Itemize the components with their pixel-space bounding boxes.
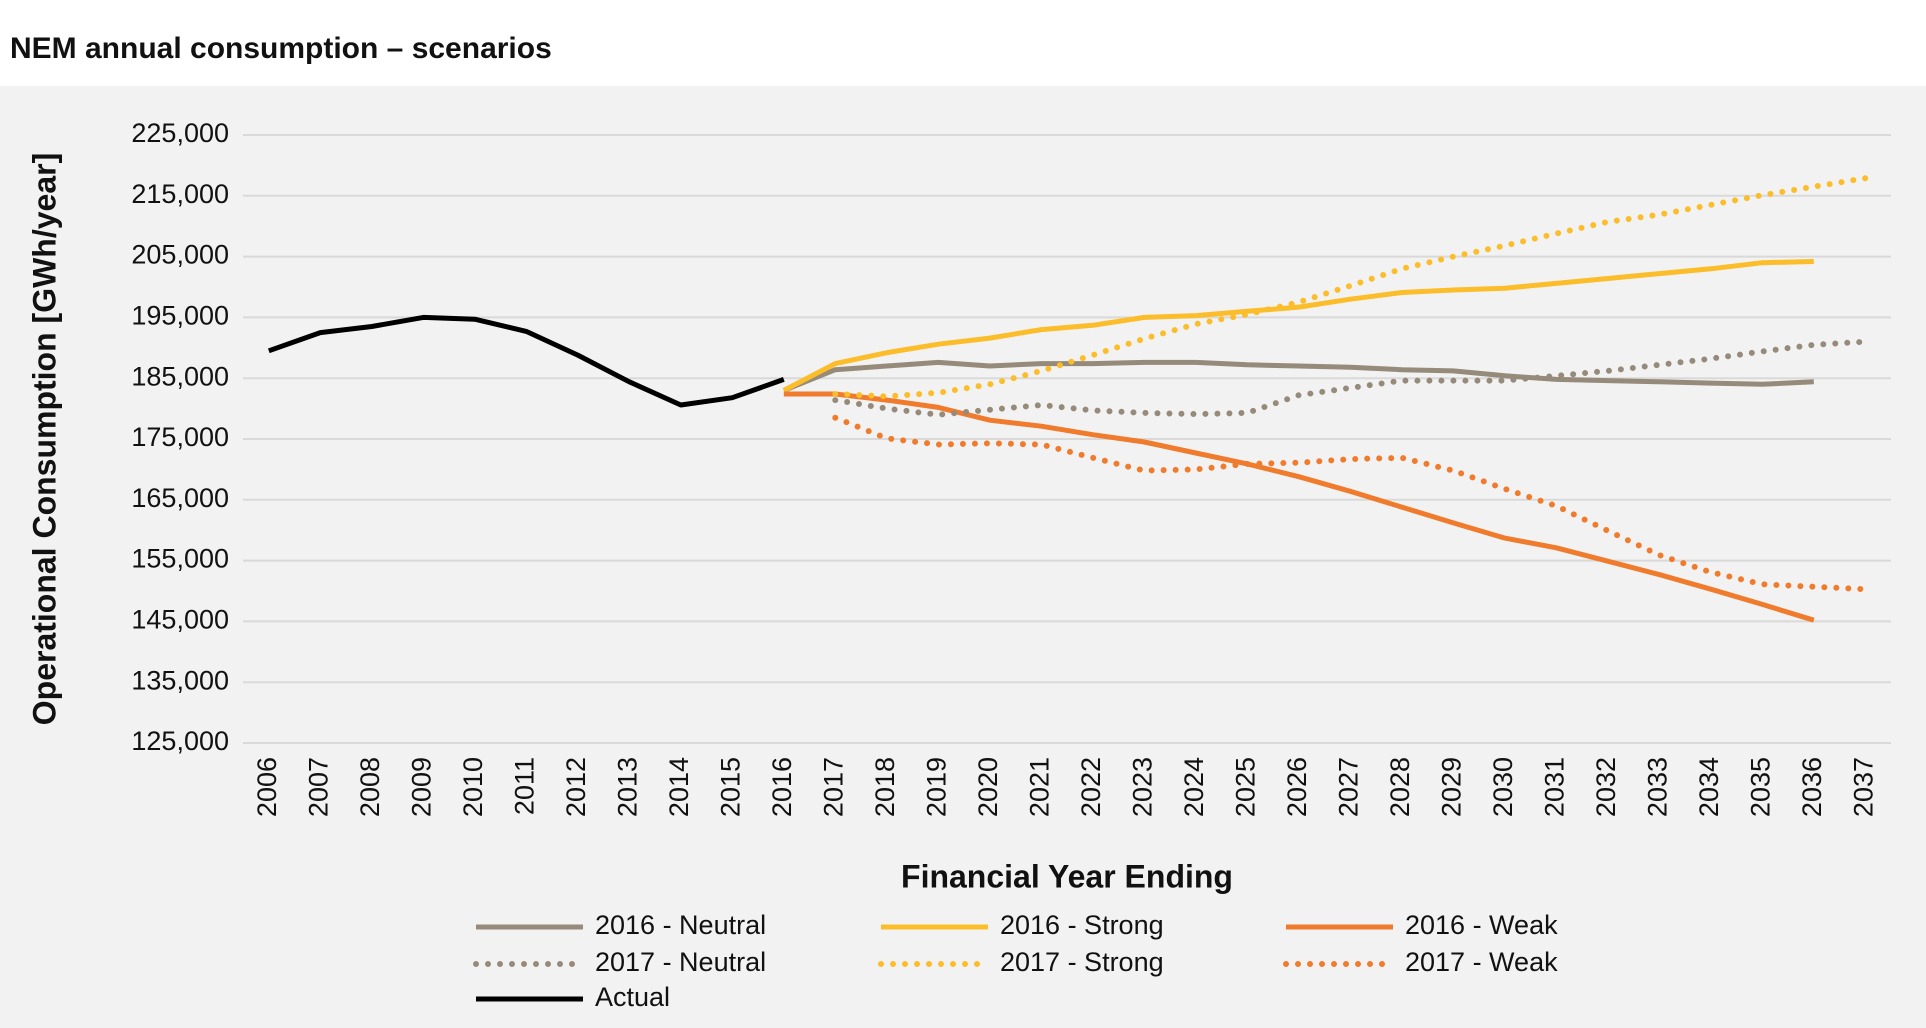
x-tick-label: 2013 — [612, 757, 642, 817]
x-tick-label: 2028 — [1385, 757, 1415, 817]
x-tick-label: 2029 — [1436, 757, 1466, 817]
legend-label: 2017 - Strong — [1000, 947, 1164, 977]
x-tick-label: 2034 — [1694, 757, 1724, 817]
y-tick-label: 205,000 — [131, 240, 229, 270]
series-line — [782, 359, 1814, 393]
chart-background — [0, 86, 1926, 1028]
x-tick-label: 2011 — [509, 757, 539, 815]
legend-label: Actual — [595, 982, 670, 1012]
series-line — [782, 259, 1814, 393]
x-tick-label: 2033 — [1642, 757, 1672, 817]
x-tick-label: 2006 — [252, 757, 282, 817]
legend-label: 2016 - Neutral — [595, 910, 766, 940]
y-tick-label: 215,000 — [131, 179, 229, 209]
series-line — [832, 338, 1869, 418]
x-tick-label: 2019 — [921, 757, 951, 817]
chart-title: NEM annual consumption – scenarios — [10, 32, 552, 65]
x-tick-label: 2021 — [1024, 757, 1054, 817]
series-line — [267, 314, 785, 408]
x-tick-label: 2037 — [1848, 757, 1878, 817]
legend-label: 2017 - Weak — [1405, 947, 1558, 977]
x-tick-label: 2024 — [1179, 757, 1209, 817]
y-tick-label: 195,000 — [131, 301, 229, 331]
x-tick-label: 2025 — [1230, 757, 1260, 817]
x-tick-label: 2032 — [1591, 757, 1621, 817]
y-tick-label: 155,000 — [131, 544, 229, 574]
x-tick-label: 2018 — [870, 757, 900, 817]
x-tick-label: 2010 — [458, 757, 488, 817]
y-tick-label: 135,000 — [131, 665, 229, 695]
x-tick-label: 2007 — [303, 757, 333, 817]
legend-label: 2016 - Weak — [1405, 910, 1558, 940]
x-tick-label: 2009 — [406, 757, 436, 817]
x-tick-label: 2036 — [1797, 757, 1827, 817]
x-tick-label: 2016 — [767, 757, 797, 817]
y-tick-label: 225,000 — [131, 118, 229, 148]
x-axis-title: Financial Year Ending — [901, 858, 1233, 894]
x-tick-label: 2012 — [561, 757, 591, 817]
x-tick-label: 2030 — [1488, 757, 1518, 817]
x-tick-label: 2017 — [818, 757, 848, 817]
y-tick-label: 165,000 — [131, 483, 229, 513]
series-line — [832, 175, 1869, 400]
y-tick-label: 175,000 — [131, 422, 229, 452]
y-axis-title: Operational Consumption [GWh/year] — [26, 153, 62, 725]
series-line — [832, 414, 1869, 593]
x-tick-label: 2008 — [355, 757, 385, 817]
legend-label: 2017 - Neutral — [595, 947, 766, 977]
y-tick-label: 185,000 — [131, 361, 229, 391]
x-tick-label: 2035 — [1745, 757, 1775, 817]
x-tick-label: 2023 — [1127, 757, 1157, 817]
x-tick-label: 2027 — [1333, 757, 1363, 817]
x-tick-label: 2015 — [715, 757, 745, 817]
legend-label: 2016 - Strong — [1000, 910, 1164, 940]
x-tick-label: 2022 — [1076, 757, 1106, 817]
x-tick-label: 2031 — [1539, 757, 1569, 817]
x-tick-label: 2020 — [973, 757, 1003, 817]
x-tick-label: 2026 — [1282, 757, 1312, 817]
y-tick-label: 125,000 — [131, 726, 229, 756]
y-tick-label: 145,000 — [131, 605, 229, 635]
x-tick-label: 2014 — [664, 757, 694, 817]
